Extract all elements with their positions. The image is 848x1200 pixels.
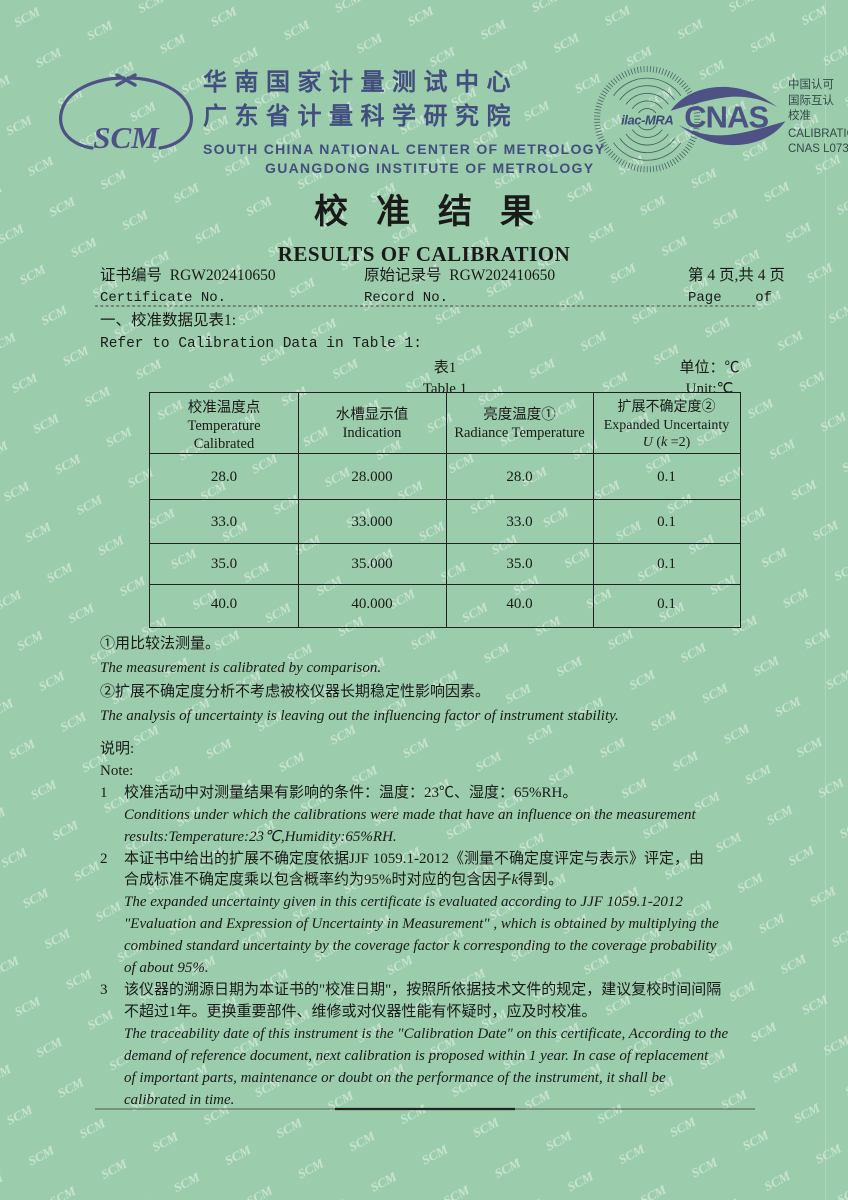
svg-text:CNAS: CNAS: [684, 99, 768, 134]
svg-text:SCM: SCM: [93, 120, 160, 155]
